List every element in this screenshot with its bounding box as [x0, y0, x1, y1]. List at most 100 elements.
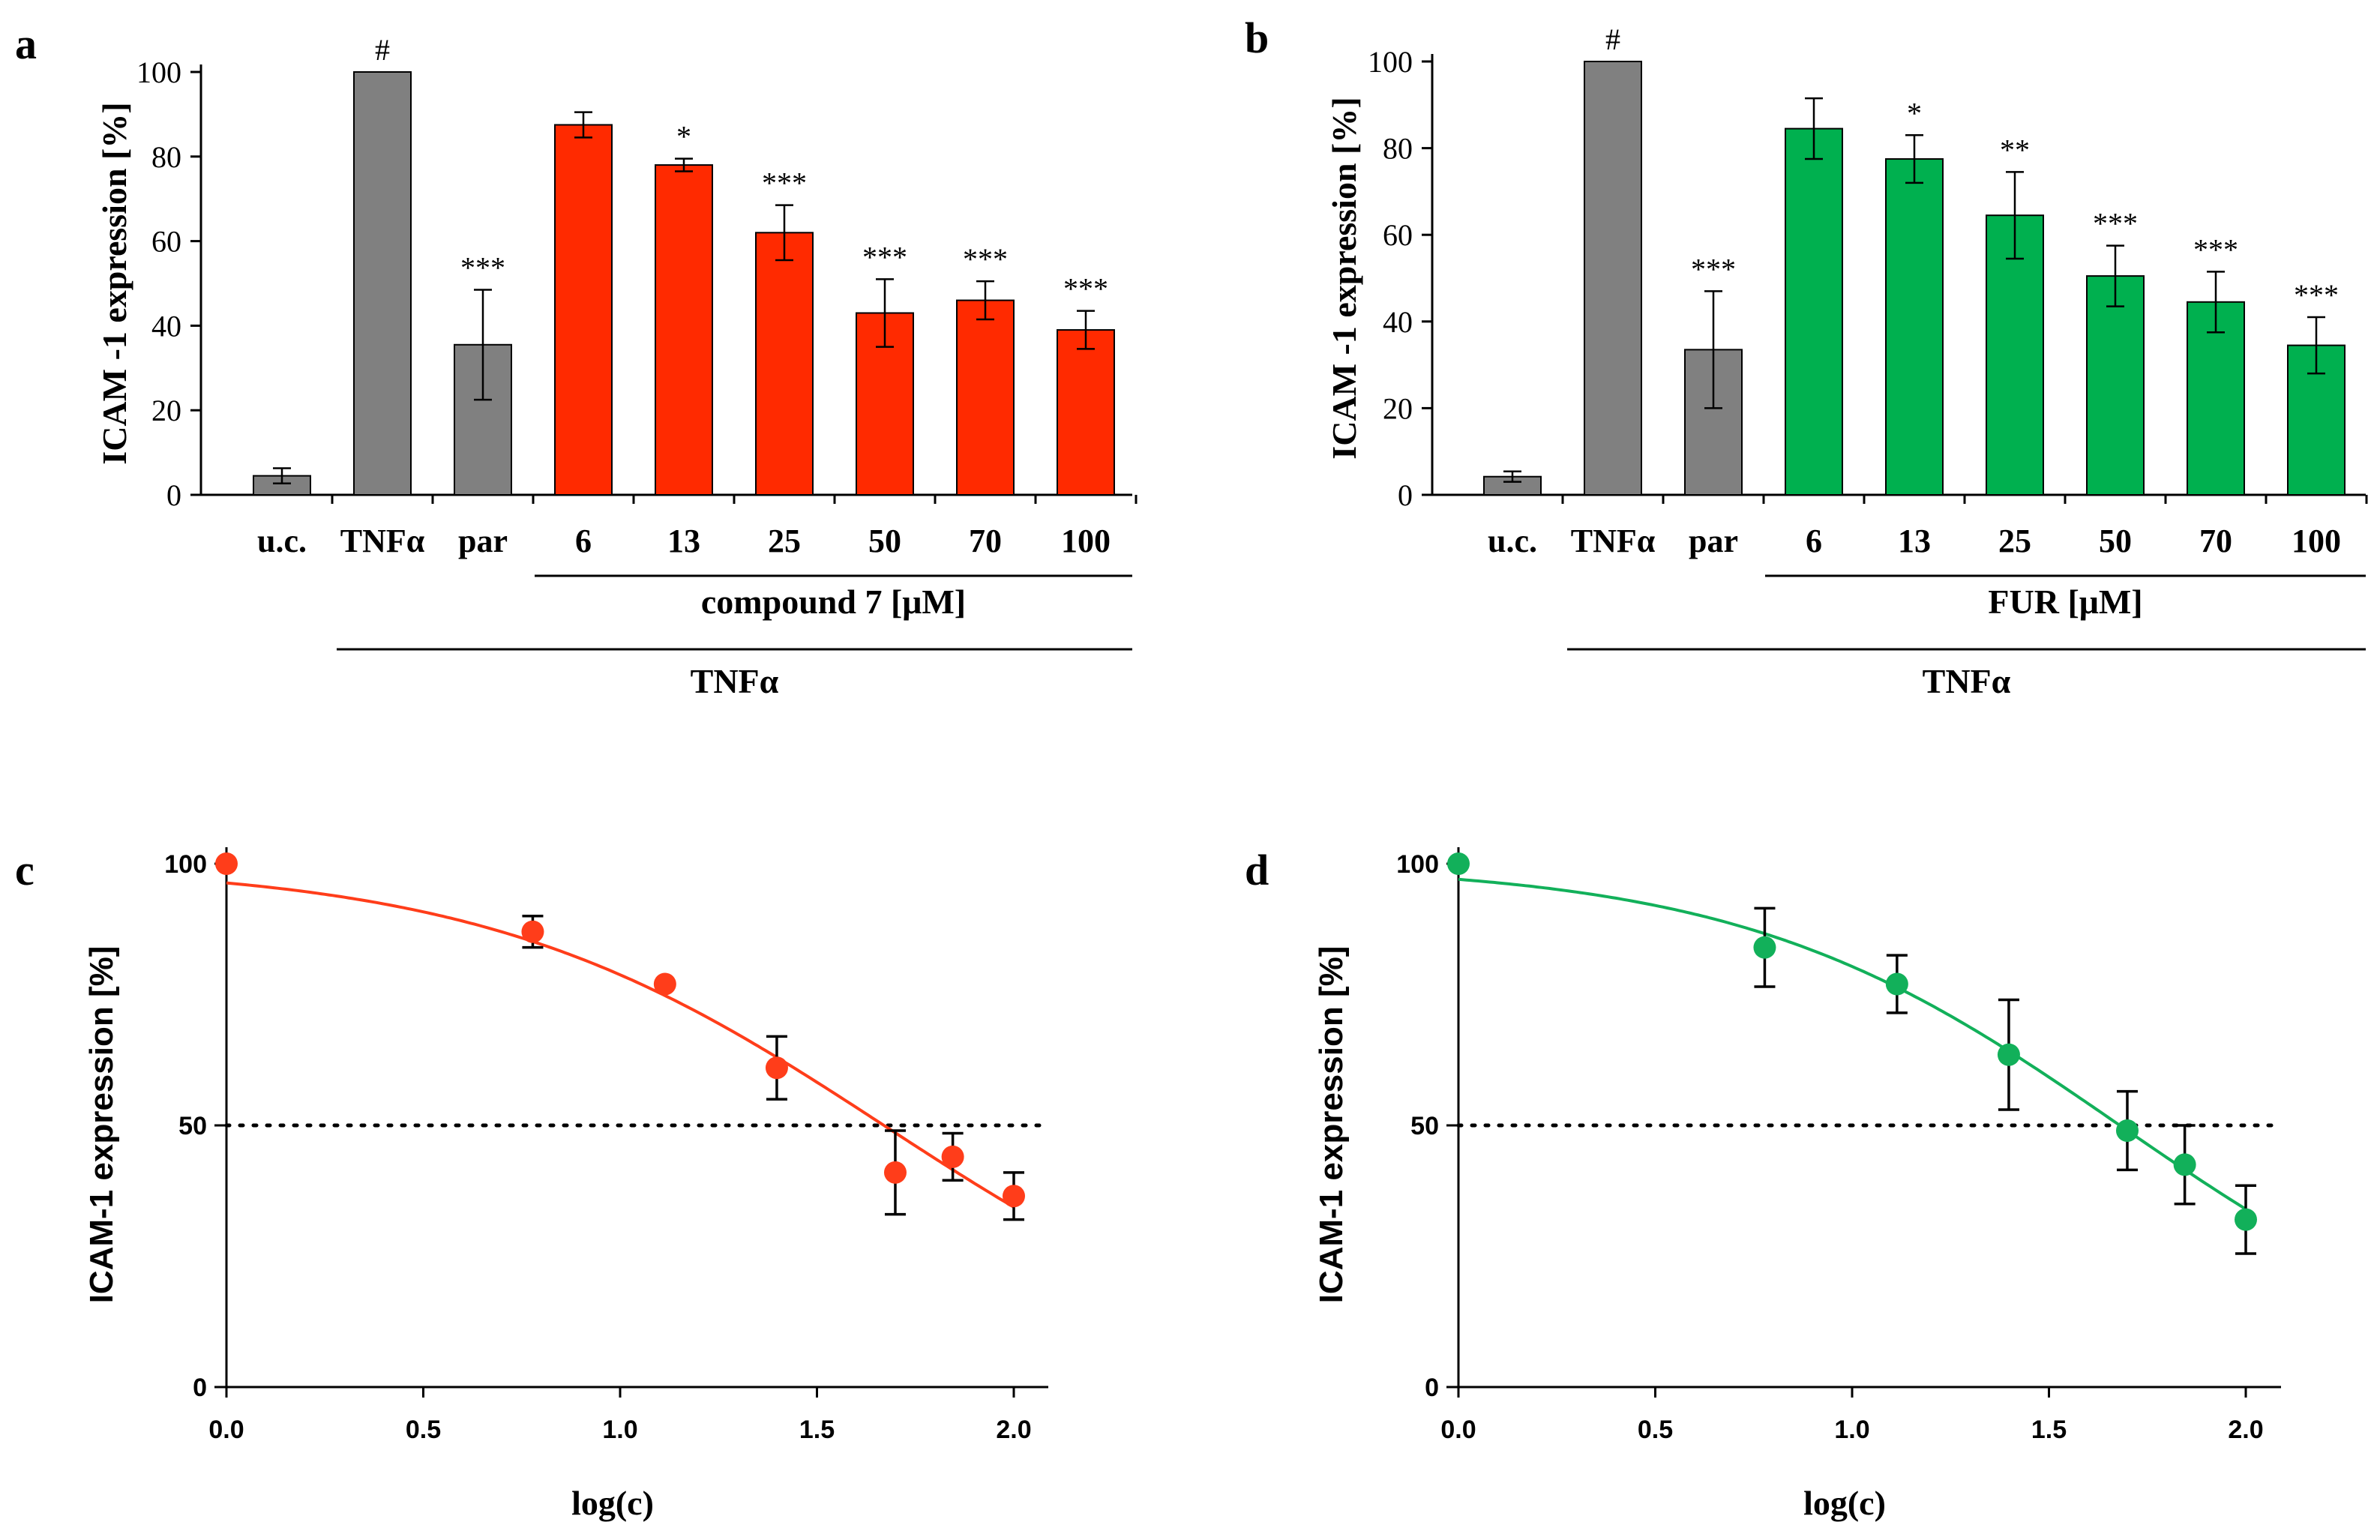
y-tick-label: 60 [1383, 218, 1413, 252]
significance-label: * [1907, 96, 1922, 130]
y-tick-label: 60 [151, 225, 181, 259]
data-point [2173, 1153, 2196, 1176]
outer-label: TNFα [691, 662, 779, 700]
data-point [1997, 1043, 2020, 1066]
x-tick-label: 2.0 [2228, 1416, 2263, 1444]
category-label: 50 [868, 523, 901, 559]
panel-d: d ICAM-1 expression [%] 0 50 100 0.0 0.5 1.0 1.5… [1245, 846, 2281, 1522]
significance-label: *** [2294, 278, 2339, 312]
y-tick-label: 20 [1383, 391, 1413, 425]
y-tick-label: 40 [1383, 305, 1413, 339]
data-point [1447, 852, 1470, 875]
category-label: 25 [768, 523, 801, 559]
data-point [2235, 1208, 2257, 1231]
data-point [653, 972, 676, 996]
y-tick-label: 100 [136, 55, 181, 89]
significance-label: *** [460, 250, 505, 284]
y-tick-label: 0 [1398, 478, 1413, 512]
panel-letter: b [1245, 13, 1269, 62]
y-tick-label: 0 [166, 478, 181, 512]
x-tick-label: 2.0 [996, 1416, 1031, 1444]
bar [454, 343, 512, 496]
panel-letter: d [1245, 846, 1269, 894]
significance-label: *** [862, 240, 907, 274]
y-tick-label: 0 [193, 1374, 207, 1402]
x-axis-label: log(c) [571, 1484, 654, 1522]
panel-b: b ICAM -1 expression [%] 0 20 40 60 80 100 u.c. #… [1245, 13, 2368, 700]
bar [1584, 61, 1642, 496]
significance-label: # [375, 33, 390, 67]
y-axis-label: ICAM-1 expression [%] [83, 946, 120, 1304]
bar [2086, 275, 2145, 496]
data-point [765, 1056, 788, 1080]
bar [956, 299, 1015, 496]
category-label: 100 [1061, 523, 1111, 559]
x-tick-label: 0.5 [406, 1416, 441, 1444]
significance-label: # [1605, 22, 1620, 56]
bar [755, 232, 814, 496]
significance-label: *** [2193, 232, 2238, 266]
data-point [521, 920, 544, 943]
category-label: 70 [969, 523, 1002, 559]
panel-letter: c [15, 846, 34, 894]
category-label: 13 [667, 523, 700, 559]
y-tick-label: 50 [178, 1112, 207, 1140]
group-label: compound 7 [μM] [701, 583, 966, 621]
category-label: TNFα [1571, 523, 1656, 559]
significance-label: *** [1063, 272, 1108, 306]
y-tick-label: 80 [1383, 132, 1413, 166]
category-label: 6 [575, 523, 592, 559]
significance-label: ** [2000, 133, 2030, 166]
bar [554, 124, 613, 496]
data-point [1003, 1185, 1025, 1208]
bar [655, 164, 713, 496]
data-point [215, 852, 238, 875]
fit-curve [1458, 877, 2247, 1211]
x-tick-label: 1.0 [1834, 1416, 1869, 1444]
category-label: 50 [2099, 523, 2132, 559]
x-tick-label: 0.5 [1638, 1416, 1673, 1444]
data-point [883, 1161, 907, 1184]
x-axis-label: log(c) [1803, 1484, 1886, 1522]
significance-label: *** [1691, 252, 1736, 286]
category-label: u.c. [1488, 523, 1537, 559]
fit-curve [226, 881, 1015, 1209]
x-tick-label: 1.0 [602, 1416, 637, 1444]
data-point [941, 1145, 964, 1168]
y-axis-label: ICAM -1 expression [%] [1325, 97, 1363, 459]
category-label: 13 [1898, 523, 1931, 559]
category-label: 6 [1806, 523, 1822, 559]
category-label: 25 [1998, 523, 2031, 559]
bar [2187, 301, 2245, 496]
significance-label: *** [762, 166, 807, 200]
significance-label: *** [2093, 207, 2138, 241]
category-label: u.c. [257, 523, 307, 559]
category-label: 70 [2199, 523, 2232, 559]
group-label: FUR [μM] [1988, 583, 2142, 621]
outer-label: TNFα [1923, 662, 2011, 700]
x-tick-label: 0.0 [1440, 1416, 1476, 1444]
x-tick-label: 1.5 [799, 1416, 835, 1444]
data-point [2115, 1119, 2139, 1142]
y-tick-label: 0 [1425, 1374, 1439, 1402]
significance-label: * [676, 120, 691, 154]
y-tick-label: 100 [1396, 850, 1439, 879]
y-tick-label: 20 [151, 394, 181, 427]
x-tick-label: 1.5 [2031, 1416, 2067, 1444]
y-tick-label: 50 [1410, 1112, 1439, 1140]
bar [353, 71, 412, 496]
y-tick-label: 100 [1368, 45, 1413, 79]
data-point [1753, 936, 1776, 959]
x-tick-label: 0.0 [208, 1416, 244, 1444]
panel-c: c ICAM-1 expression [%] 0 50 100 0.0 0.5 1.0 1.5… [15, 846, 1048, 1522]
data-point [1885, 972, 1908, 996]
category-label: par [1689, 523, 1738, 559]
bar [1057, 329, 1115, 496]
bar [1885, 158, 1944, 496]
panel-letter: a [15, 19, 37, 68]
y-axis-label: ICAM -1 expression [%] [95, 102, 133, 464]
y-tick-label: 80 [151, 140, 181, 174]
y-tick-label: 40 [151, 309, 181, 343]
significance-label: *** [963, 242, 1008, 276]
